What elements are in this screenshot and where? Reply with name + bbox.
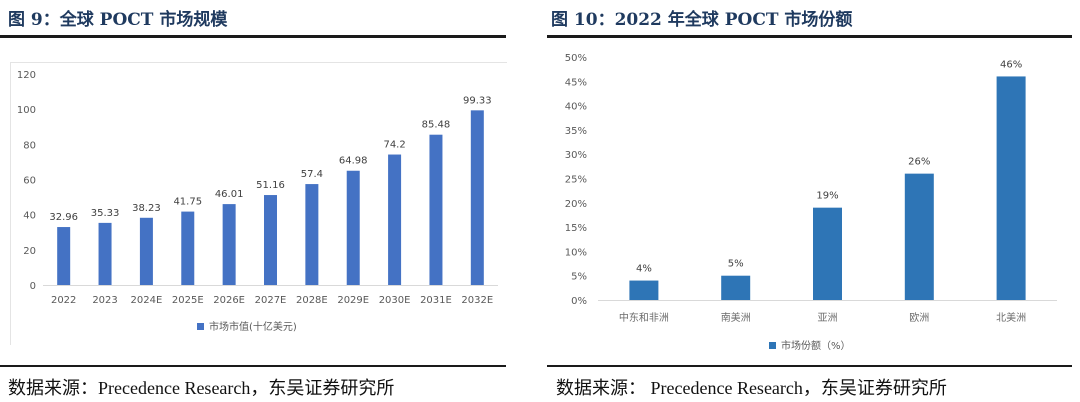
y-tick-label: 25%	[565, 175, 587, 186]
y-tick-label: 60	[23, 176, 36, 187]
bar-2026E	[222, 204, 236, 285]
chart-legend: 市场市值(十亿美元)	[197, 320, 297, 333]
bar-2032E	[470, 110, 484, 285]
bar-2029E	[346, 170, 360, 285]
x-tick-label: 中东和非洲	[619, 311, 669, 324]
x-tick-label: 2027E	[255, 295, 287, 306]
data-label: 38.23	[132, 203, 161, 214]
data-label: 57.4	[301, 169, 323, 180]
market-size-bar-chart: 0 20 40 60 80 100 120 32.96 35.33 38.23 41.75 46.0…	[17, 70, 498, 333]
x-tick-label: 北美洲	[996, 311, 1026, 324]
figure-9-chart-frame	[10, 62, 507, 345]
bar-2030E	[388, 154, 402, 285]
bar-2023	[98, 222, 112, 285]
bar-2031E	[429, 134, 443, 285]
bar-2025E	[181, 211, 195, 285]
figure-9-top-rule	[0, 35, 506, 38]
legend-swatch	[769, 342, 776, 349]
x-tick-label: 2031E	[420, 295, 452, 306]
x-tick-label: 2023	[92, 295, 117, 306]
bar-中东和非洲	[629, 280, 659, 300]
x-tick-label: 2028E	[296, 295, 328, 306]
x-tick-label: 南美洲	[721, 311, 751, 324]
x-tick-label: 2032E	[461, 295, 493, 306]
y-tick-label: 40%	[565, 102, 587, 113]
data-label: 4%	[636, 264, 652, 275]
data-label: 32.96	[49, 212, 78, 223]
legend-label: 市场份额（%）	[781, 339, 851, 352]
market-share-bar-chart: 0% 5% 10% 15% 20% 25% 30% 35% 40% 45% 50% 4% 5% 19% 2…	[565, 53, 1057, 352]
bar-亚洲	[813, 207, 842, 300]
y-tick-label: 100	[17, 105, 36, 116]
bar-2024E	[139, 217, 153, 285]
x-tick-label: 欧洲	[909, 312, 929, 324]
y-tick-label: 40	[23, 211, 36, 222]
bar-2022	[57, 227, 71, 285]
data-label: 99.33	[463, 95, 492, 106]
x-tick-label: 2025E	[172, 295, 204, 306]
y-tick-label: 50%	[565, 53, 587, 64]
data-label: 35.33	[91, 208, 120, 219]
figure-9-title: 图 9：全球 POCT 市场规模	[8, 10, 228, 30]
chart-legend: 市场份额（%）	[769, 339, 851, 352]
y-tick-label: 30%	[565, 150, 587, 161]
data-label: 46%	[1000, 59, 1022, 70]
data-label: 41.75	[173, 197, 202, 208]
bar-2027E	[264, 195, 277, 285]
x-tick-label: 2030E	[379, 295, 411, 306]
figure-10-title: 图 10：2022 年全球 POCT 市场份额	[551, 10, 853, 30]
x-tick-label: 亚洲	[818, 312, 838, 324]
data-label: 46.01	[215, 189, 244, 200]
y-tick-label: 5%	[571, 272, 587, 283]
x-tick-label: 2026E	[213, 295, 245, 306]
data-label: 5%	[728, 259, 744, 270]
data-label: 64.98	[339, 156, 368, 167]
y-tick-label: 0%	[571, 296, 587, 307]
bar-南美洲	[721, 275, 751, 300]
figure-10-bottom-rule	[547, 365, 1072, 367]
y-tick-label: 15%	[565, 223, 587, 234]
y-tick-label: 80	[23, 140, 36, 151]
data-label: 19%	[816, 191, 838, 202]
figure-10-top-rule	[547, 35, 1072, 38]
y-tick-label: 20	[23, 246, 36, 257]
y-tick-label: 45%	[565, 77, 587, 88]
data-label: 74.2	[383, 140, 405, 151]
data-label: 85.48	[422, 120, 451, 131]
figure-9-source: 数据来源：Precedence Research，东吴证券研究所	[8, 378, 395, 398]
y-tick-label: 20%	[565, 199, 587, 210]
x-tick-label: 2024E	[131, 295, 163, 306]
y-tick-label: 35%	[565, 126, 587, 137]
legend-label: 市场市值(十亿美元)	[209, 320, 297, 333]
bar-2028E	[305, 184, 319, 285]
data-label: 51.16	[256, 180, 285, 191]
x-tick-label: 2029E	[337, 295, 369, 306]
figure-9-bottom-rule	[0, 365, 506, 367]
y-tick-label: 10%	[565, 247, 587, 258]
bar-欧洲	[904, 173, 934, 300]
y-tick-label: 0	[30, 281, 36, 292]
data-label: 26%	[908, 157, 930, 168]
y-tick-label: 120	[17, 70, 36, 81]
figure-10-source: 数据来源： Precedence Research，东吴证券研究所	[556, 378, 947, 398]
x-tick-label: 2022	[51, 295, 76, 306]
legend-swatch	[197, 323, 204, 330]
bar-北美洲	[996, 76, 1026, 300]
